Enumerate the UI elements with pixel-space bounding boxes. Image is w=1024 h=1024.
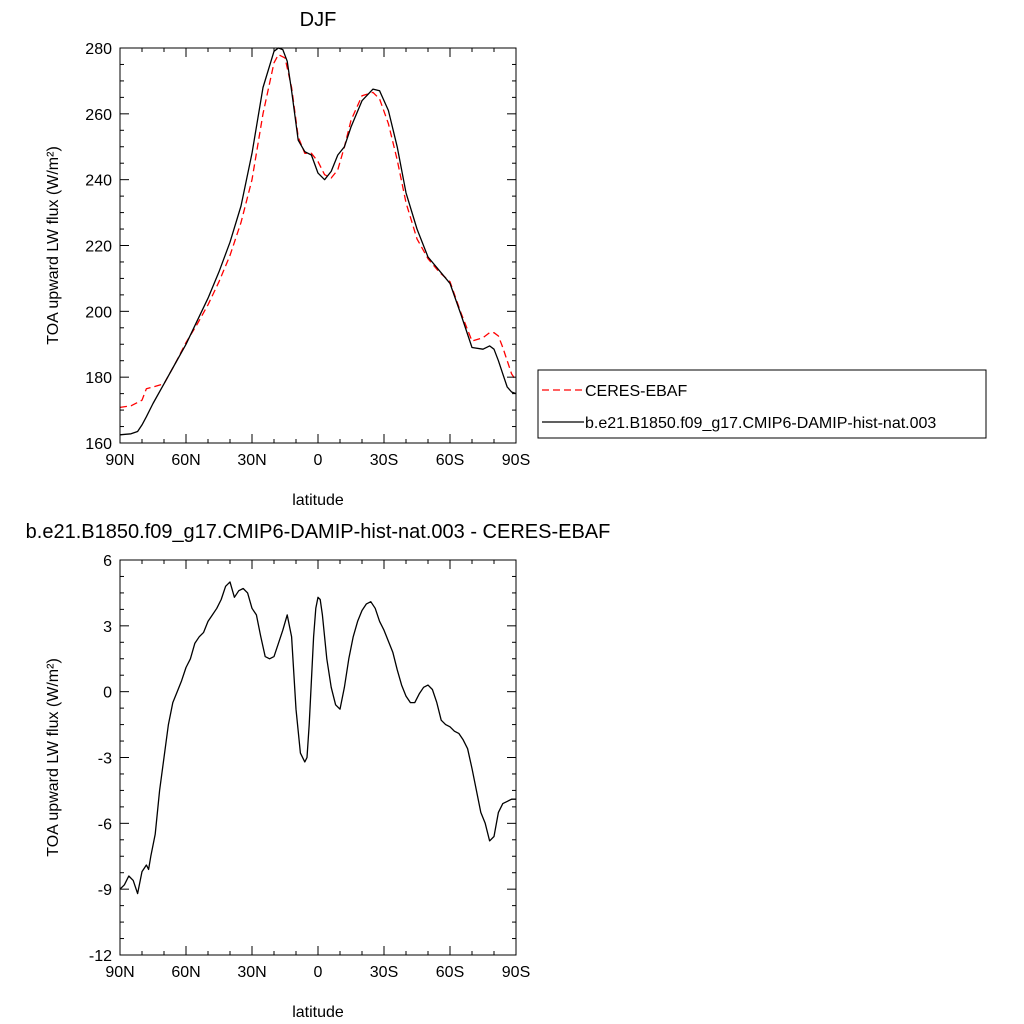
x-tick-label: 90N (105, 964, 134, 981)
series-line-difference (119, 581, 516, 895)
plot-frame (119, 47, 517, 444)
y-tick-label: 6 (103, 553, 112, 570)
chart-title: DJF (300, 9, 337, 31)
x-tick-label: 30N (237, 964, 266, 981)
y-tick-label: 200 (85, 304, 112, 321)
x-tick-label: 60S (436, 452, 464, 469)
x-axis-title: latitude (292, 1004, 344, 1021)
x-tick-label: 30S (370, 964, 398, 981)
x-axis-title: latitude (292, 492, 344, 509)
y-tick-label: 280 (85, 41, 112, 58)
chart-difference: b.e21.B1850.f09_g17.CMIP6-DAMIP-hist-nat… (26, 521, 611, 1021)
chart-title: b.e21.B1850.f09_g17.CMIP6-DAMIP-hist-nat… (26, 521, 611, 543)
y-tick-label: -6 (98, 816, 112, 833)
y-tick-label: 180 (85, 370, 112, 387)
legend-label: CERES-EBAF (585, 383, 687, 400)
y-tick-label: 240 (85, 173, 112, 190)
x-tick-label: 90S (502, 964, 530, 981)
x-tick-label: 0 (314, 452, 323, 469)
y-tick-label: 260 (85, 107, 112, 124)
y-tick-label: 160 (85, 436, 112, 453)
series-line-b-e21-b1850-f09-g17-cmip6-damip-hist-nat-003 (119, 47, 517, 436)
chart-djf-flux: DJF 90N 60N 30N 0 30S 60S 90S 160 180 200 220 240 260… (45, 9, 987, 509)
y-tick-label: 0 (103, 685, 112, 702)
x-tick-label: 90N (105, 452, 134, 469)
x-tick-label: 90S (502, 452, 530, 469)
x-tick-label: 60N (171, 452, 200, 469)
legend-label: b.e21.B1850.f09_g17.CMIP6-DAMIP-hist-nat… (585, 415, 936, 432)
y-tick-label: 220 (85, 239, 112, 256)
x-tick-label: 0 (314, 964, 323, 981)
legend-box (537, 369, 987, 439)
y-tick-label: 3 (103, 619, 112, 636)
plot-frame (119, 559, 517, 956)
y-axis-title: TOA upward LW flux (W/m²) (45, 658, 62, 857)
x-tick-label: 60N (171, 964, 200, 981)
x-tick-label: 30S (370, 452, 398, 469)
y-tick-label: -3 (98, 751, 112, 768)
series-line-ceres-ebaf (119, 53, 517, 409)
y-tick-label: -12 (89, 948, 112, 965)
x-tick-label: 60S (436, 964, 464, 981)
x-tick-label: 30N (237, 452, 266, 469)
y-axis-title: TOA upward LW flux (W/m²) (45, 146, 62, 345)
y-tick-label: -9 (98, 882, 112, 899)
